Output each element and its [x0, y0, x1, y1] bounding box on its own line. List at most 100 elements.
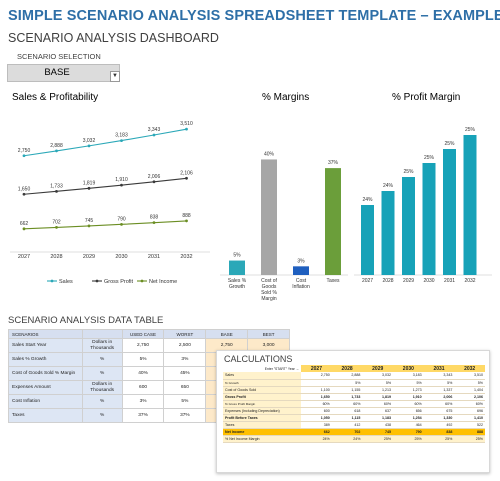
calc-cell: 5%: [331, 379, 363, 387]
legend-label: Gross Profit: [104, 279, 134, 285]
bar: [422, 163, 436, 275]
table-cell-label: Expenses Amount: [8, 380, 83, 395]
calc-row: Expenses (Including Depreciation) 600 618 6…: [223, 407, 485, 416]
scenario-selection-label: SCENARIO SELECTION: [17, 52, 101, 61]
table-cell-worst[interactable]: 650: [163, 380, 207, 395]
calc-cell: 662: [301, 428, 332, 437]
calc-cell: 2,106: [454, 393, 485, 401]
calc-row-label: Expenses (Including Depreciation): [223, 407, 302, 416]
x-tick-label: 2029: [83, 254, 95, 260]
x-tick-label: 2031: [148, 254, 160, 260]
data-point: [87, 224, 91, 228]
data-label: 702: [52, 219, 61, 225]
calc-cell: 1,115: [331, 414, 363, 423]
table-cell-used[interactable]: 37%: [121, 408, 165, 423]
start-year-hint: Enter "START" Year →: [264, 366, 300, 371]
data-point: [120, 139, 123, 142]
calc-cell: 1,650: [301, 393, 332, 401]
data-label: 2,106: [180, 170, 193, 176]
table-cell-unit: %: [81, 352, 123, 367]
data-point: [22, 192, 26, 196]
calc-cell: 1,404: [454, 386, 485, 394]
table-cell-worst[interactable]: 37%: [163, 408, 207, 423]
calc-cell: 1,155: [331, 386, 363, 394]
table-cell-worst[interactable]: 2,500: [163, 338, 207, 353]
table-cell-label: Sales % Growth: [8, 352, 83, 367]
calc-cell: 60%: [331, 400, 363, 408]
data-point: [185, 176, 188, 180]
table-header-row: SCENARIOS USED CASE WORST BASE BEST: [8, 329, 290, 339]
x-tick-label: Inflation: [292, 284, 310, 290]
calc-row: Taxes 389 412 438 464 492 522: [223, 421, 485, 430]
data-label: 1,910: [115, 177, 128, 183]
calc-cell: 1,910: [393, 393, 424, 401]
chevron-down-icon[interactable]: ▼: [110, 71, 120, 82]
column-header: SCENARIOS: [8, 329, 83, 339]
data-label: 25%: [424, 155, 435, 161]
calc-cell: 60%: [393, 400, 424, 408]
calc-cell: 1,337: [423, 386, 455, 394]
calc-cell: 618: [331, 407, 363, 416]
sales-profitability-chart-title: Sales & Profitability: [12, 92, 99, 103]
calc-cell: 60%: [454, 400, 485, 408]
data-point: [87, 186, 91, 190]
table-cell-worst[interactable]: 45%: [163, 366, 207, 381]
calc-cell: 25%: [423, 435, 455, 444]
calc-cell: [301, 379, 332, 387]
year-header: 2030: [393, 365, 424, 372]
x-tick-label: 2031: [444, 278, 455, 284]
x-tick-label: Cost of: [261, 278, 277, 284]
table-cell-unit: %: [81, 394, 123, 409]
column-header: WORST: [163, 329, 207, 339]
calc-cell: 1,410: [454, 414, 485, 423]
data-label: 24%: [383, 183, 394, 189]
dashboard-subtitle: SCENARIO ANALYSIS DASHBOARD: [8, 31, 219, 45]
data-table-title: SCENARIO ANALYSIS DATA TABLE: [8, 315, 164, 326]
calc-cell: 1,100: [301, 386, 332, 394]
series-line: [23, 128, 187, 157]
calc-cell: 888: [454, 428, 485, 437]
calc-row: Cost of Goods Sold 1,100 1,155 1,213 1,273 1,…: [223, 386, 485, 394]
table-cell-used[interactable]: 40%: [121, 366, 165, 381]
calculations-title: CALCULATIONS: [224, 354, 293, 364]
legend-label: Sales: [59, 279, 73, 285]
calc-row: Gross Profit 1,650 1,733 1,819 1,910 2,006 2,1…: [223, 393, 485, 401]
calculations-table: Enter "START" Year → 2027 2028 2029 2030 203…: [223, 365, 485, 444]
year-header[interactable]: 2027: [301, 365, 332, 372]
data-label: 25%: [403, 169, 414, 175]
year-header: 2031: [423, 365, 455, 372]
table-cell-worst[interactable]: 5%: [163, 394, 207, 409]
calc-row-label: Profit Before Taxes: [223, 414, 302, 423]
table-cell-best[interactable]: 3,000: [247, 338, 290, 353]
calc-cell: 438: [362, 421, 394, 430]
calc-cell: 25%: [454, 435, 485, 444]
data-label: 3,343: [148, 127, 161, 133]
calc-cell: 2,006: [423, 393, 455, 401]
bar: [463, 135, 477, 275]
x-tick-label: 2032: [180, 254, 192, 260]
scenario-selection-value[interactable]: BASE: [44, 67, 70, 78]
x-tick-label: Taxes: [326, 278, 340, 284]
data-point: [22, 227, 26, 231]
table-cell-worst[interactable]: 3%: [163, 352, 207, 367]
data-label: 3,032: [83, 138, 96, 144]
table-cell-used[interactable]: 3%: [121, 394, 165, 409]
calc-cell: 696: [454, 407, 485, 416]
year-header: 2032: [454, 365, 485, 372]
calc-cell: 5%: [393, 379, 424, 387]
data-point: [120, 222, 123, 226]
bar: [443, 149, 456, 275]
table-cell-used[interactable]: 600: [121, 380, 165, 395]
table-cell-used[interactable]: 5%: [121, 352, 165, 367]
x-tick-label: 2027: [362, 278, 373, 284]
legend-label: Net Income: [149, 279, 177, 285]
bar: [261, 159, 277, 275]
calc-cell: 60%: [301, 400, 332, 408]
calc-cell: 60%: [362, 400, 394, 408]
data-label: 40%: [264, 151, 275, 157]
table-cell-unit: Dollars in Thousands: [81, 380, 123, 395]
sales-profitability-chart: 2027 2028 2029 2030 2031 2032 2,750 2,888 3,032 3…: [10, 121, 210, 285]
data-label: 838: [150, 215, 159, 221]
table-cell-used[interactable]: 2,750: [121, 338, 165, 353]
calc-cell: 3,032: [362, 372, 394, 380]
